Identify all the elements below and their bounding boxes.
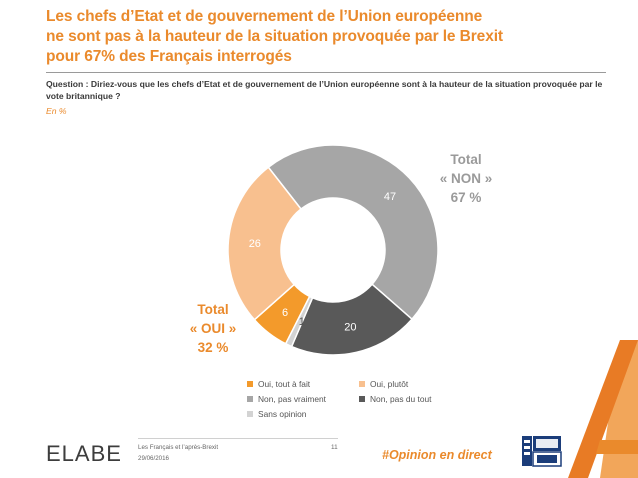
page-number: 11 (331, 444, 338, 451)
total-oui-line2: « OUI » (189, 321, 237, 336)
legend-swatch (247, 381, 253, 387)
legend-label: Non, pas vraiment (258, 394, 326, 404)
legend-label: Non, pas du tout (370, 394, 432, 404)
total-non-line1: Total (450, 152, 482, 167)
donut-slice-oui-plutot (227, 166, 303, 321)
total-non-callout: Total « NON » 67 % (424, 150, 508, 207)
question-text: Question : Diriez-vous que les chefs d’E… (46, 79, 603, 101)
title-rule (46, 72, 606, 73)
legend-item-sans-opinion: Sans opinion (247, 409, 306, 419)
legend-label: Sans opinion (258, 409, 307, 419)
legend-swatch (247, 411, 253, 417)
legend-item-oui-plutot: Oui, plutôt (359, 379, 408, 389)
hashtag-label: #Opinion en direct (382, 448, 492, 462)
footer-study: Les Français et l’après-Brexit (138, 444, 219, 451)
legend-swatch (247, 396, 253, 402)
total-oui-line3: 32 % (197, 340, 229, 355)
legend-item-non-pas-vraiment: Non, pas vraiment (247, 394, 326, 404)
donut-label-sans-opinion: 1 (299, 316, 305, 328)
legend-swatch (359, 396, 365, 402)
title-line-2: ne sont pas à la hauteur de la situation… (46, 28, 503, 45)
total-oui-line1: Total (197, 302, 229, 317)
brand-a-decoration-icon (568, 340, 638, 478)
donut-slice-non-pas-du-tout (290, 283, 414, 356)
footer-date: 29/06/2016 (138, 455, 169, 462)
total-oui-callout: Total « OUI » 32 % (176, 300, 250, 357)
legend-item-non-pas-du-tout: Non, pas du tout (359, 394, 431, 404)
donut-label-oui-plutot: 26 (249, 238, 261, 250)
title-line-3: pour 67% des Français interrogés (46, 48, 292, 65)
elabe-logo: ELABE (46, 441, 122, 466)
legend-swatch (359, 381, 365, 387)
donut-label-non-pas-du-tout: 20 (344, 322, 356, 334)
total-non-line3: 67 % (450, 190, 482, 205)
legend-label: Oui, plutôt (370, 379, 409, 389)
legend-label: Oui, tout à fait (258, 379, 311, 389)
total-non-line2: « NON » (439, 171, 493, 186)
donut-slice-non-pas-vraiment (267, 144, 439, 321)
title-line-1: Les chefs d’Etat et de gouvernement de l… (46, 8, 483, 25)
bfm-tv-logo-icon (522, 436, 562, 467)
unit-label: En % (46, 106, 67, 116)
footer-rule (138, 438, 338, 439)
legend-item-oui-tout-a-fait: Oui, tout à fait (247, 379, 310, 389)
donut-label-oui-tout-a-fait: 6 (282, 307, 288, 319)
donut-label-non-pas-vraiment: 47 (384, 191, 396, 203)
